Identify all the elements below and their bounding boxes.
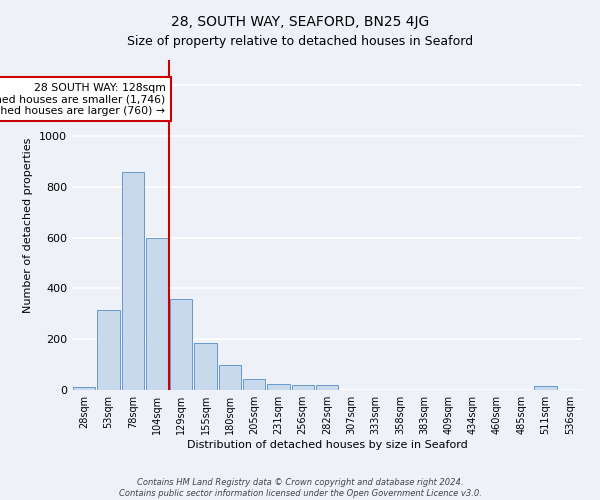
Bar: [267, 384, 290, 390]
Bar: [292, 385, 314, 390]
Bar: [243, 378, 265, 390]
Bar: [122, 172, 144, 390]
Bar: [194, 343, 217, 390]
Bar: [73, 388, 95, 390]
Bar: [97, 310, 119, 390]
Bar: [218, 364, 241, 390]
Text: Size of property relative to detached houses in Seaford: Size of property relative to detached ho…: [127, 35, 473, 48]
X-axis label: Distribution of detached houses by size in Seaford: Distribution of detached houses by size …: [187, 440, 467, 450]
Bar: [146, 238, 168, 390]
Bar: [170, 298, 193, 390]
Bar: [316, 385, 338, 390]
Text: Contains HM Land Registry data © Crown copyright and database right 2024.
Contai: Contains HM Land Registry data © Crown c…: [119, 478, 481, 498]
Y-axis label: Number of detached properties: Number of detached properties: [23, 138, 34, 312]
Bar: [535, 386, 557, 390]
Text: 28 SOUTH WAY: 128sqm
← 69% of detached houses are smaller (1,746)
30% of semi-de: 28 SOUTH WAY: 128sqm ← 69% of detached h…: [0, 83, 166, 116]
Text: 28, SOUTH WAY, SEAFORD, BN25 4JG: 28, SOUTH WAY, SEAFORD, BN25 4JG: [171, 15, 429, 29]
